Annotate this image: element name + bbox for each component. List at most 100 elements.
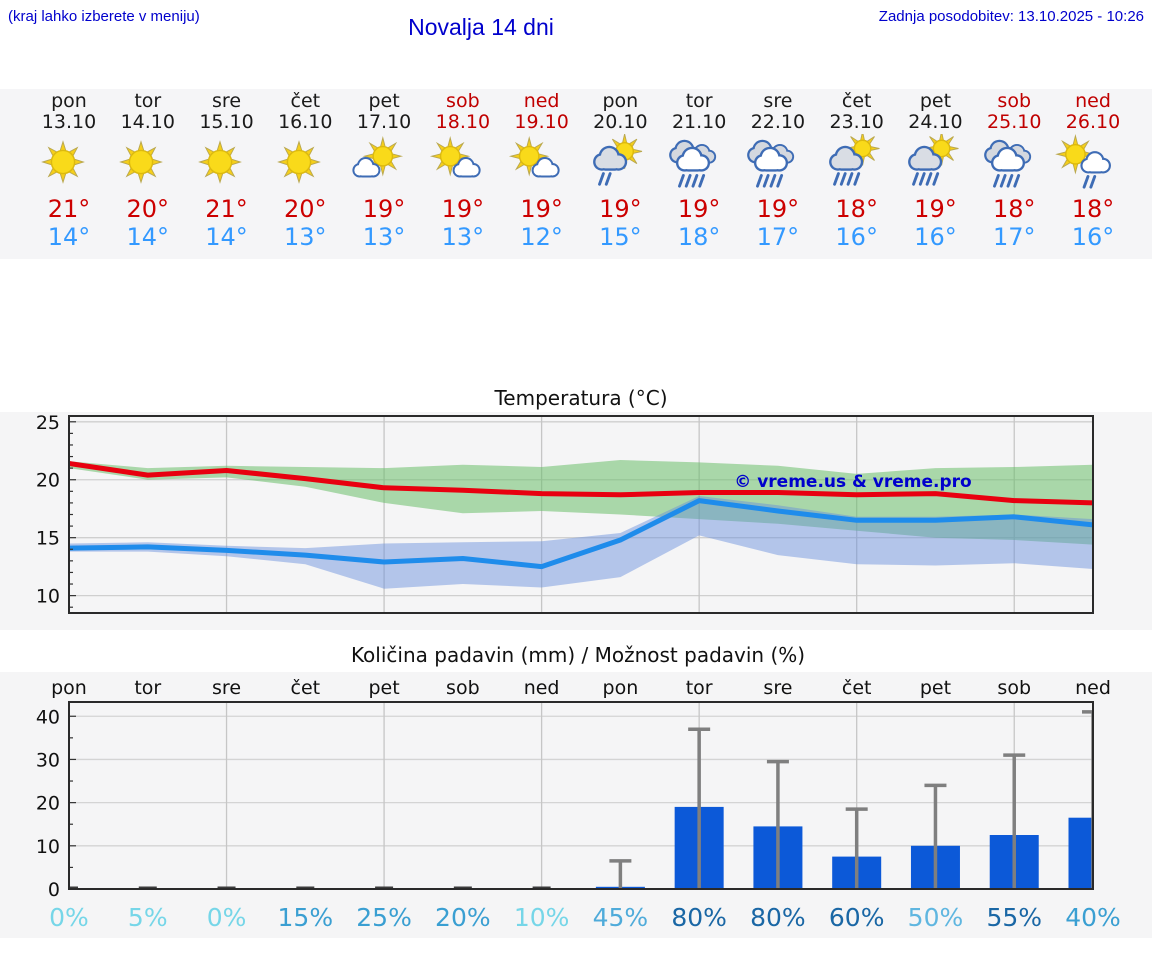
max-temp: 18° bbox=[992, 195, 1036, 223]
day-name: pet bbox=[919, 90, 952, 112]
min-temp: 17° bbox=[756, 223, 800, 251]
precip-day-label: sob bbox=[997, 677, 1031, 699]
precip-day-label: ned bbox=[1075, 677, 1111, 699]
day-date: 20.10 bbox=[593, 111, 648, 133]
precip-probability: 80% bbox=[671, 903, 727, 932]
svg-text:0: 0 bbox=[48, 879, 60, 901]
day-date: 21.10 bbox=[671, 111, 727, 133]
precip-zero-mark bbox=[138, 886, 157, 889]
precip-probability: 0% bbox=[49, 903, 89, 932]
day-name: sre bbox=[212, 90, 242, 112]
sun-rain-2-icon bbox=[581, 134, 660, 192]
precipitation-chart-title: Količina padavin (mm) / Možnost padavin … bbox=[350, 643, 806, 667]
day-date: 15.10 bbox=[199, 111, 254, 133]
svg-text:10: 10 bbox=[36, 586, 60, 608]
forecast-day-13.10: pon 13.10 21° 14° bbox=[30, 91, 109, 250]
sun-cloud-icon bbox=[502, 134, 581, 192]
precip-day-label: ned bbox=[524, 677, 560, 699]
precip-day-label: pon bbox=[51, 677, 87, 699]
day-name: pon bbox=[51, 90, 87, 112]
min-temp: 18° bbox=[677, 223, 721, 251]
forecast-day-17.10: pet 17.10 19° 13° bbox=[345, 91, 424, 250]
min-temp: 17° bbox=[992, 223, 1036, 251]
rain-icon bbox=[975, 134, 1054, 192]
precip-probability: 80% bbox=[750, 903, 806, 932]
day-date: 26.10 bbox=[1065, 111, 1121, 133]
min-temp: 13° bbox=[284, 223, 327, 251]
precip-zero-mark bbox=[296, 886, 315, 889]
precip-probability: 5% bbox=[128, 903, 168, 932]
day-name: čet bbox=[841, 90, 872, 112]
precip-day-label: pet bbox=[368, 677, 399, 699]
precipitation-chart: pon tor sre čet pet sob ned pon tor sre čet pet sob n… bbox=[36, 677, 1121, 932]
svg-text:15: 15 bbox=[36, 528, 60, 550]
forecast-day-15.10: sre 15.10 21° 14° bbox=[187, 91, 266, 250]
svg-text:10: 10 bbox=[36, 836, 60, 858]
sun-icon bbox=[30, 134, 109, 192]
min-temp: 14° bbox=[47, 223, 91, 251]
last-update: Zadnja posodobitev: 13.10.2025 - 10:26 bbox=[878, 8, 1144, 25]
day-name: sob bbox=[446, 90, 480, 112]
max-temp: 19° bbox=[677, 195, 721, 223]
sun-icon bbox=[187, 134, 266, 192]
rain-icon bbox=[660, 134, 739, 192]
day-name: ned bbox=[523, 90, 560, 112]
temperature-chart-title: Temperatura (°C) bbox=[494, 386, 668, 410]
precip-day-label: čet bbox=[291, 677, 321, 699]
precip-probability: 50% bbox=[908, 903, 964, 932]
day-name: ned bbox=[1075, 90, 1111, 112]
max-temp: 19° bbox=[756, 195, 800, 223]
precip-day-label: tor bbox=[686, 677, 713, 699]
forecast-day-18.10: sob 18.10 19° 13° bbox=[423, 91, 502, 250]
day-name: tor bbox=[134, 90, 162, 112]
day-name: tor bbox=[685, 90, 713, 112]
precip-probability: 0% bbox=[207, 903, 247, 932]
precip-zero-mark bbox=[217, 886, 236, 889]
precip-probability: 55% bbox=[986, 903, 1042, 932]
precip-day-label: pon bbox=[603, 677, 639, 699]
precip-day-label: čet bbox=[842, 677, 872, 699]
min-temp: 14° bbox=[126, 223, 170, 251]
max-temp: 19° bbox=[362, 195, 406, 223]
day-date: 24.10 bbox=[908, 111, 963, 133]
location-menu-note: (kraj lahko izberete v meniju) bbox=[8, 8, 200, 25]
day-name: sre bbox=[763, 90, 793, 112]
precip-zero-mark bbox=[69, 886, 78, 889]
min-temp: 16° bbox=[914, 223, 957, 251]
min-temp: 14° bbox=[205, 223, 248, 251]
temperature-chart: 10 15 20 25 © vreme.us & vreme.pro bbox=[36, 412, 1094, 614]
day-date: 16.10 bbox=[278, 111, 333, 133]
sun-icon bbox=[108, 134, 187, 192]
precip-zero-mark bbox=[375, 886, 394, 889]
max-temp: 19° bbox=[441, 195, 485, 223]
forecast-day-21.10: tor 21.10 19° 18° bbox=[660, 91, 739, 250]
day-date: 19.10 bbox=[514, 111, 569, 133]
forecast-day-19.10: ned 19.10 19° 12° bbox=[502, 91, 581, 250]
day-date: 22.10 bbox=[750, 111, 806, 133]
forecast-day-25.10: sob 25.10 18° 17° bbox=[975, 91, 1054, 250]
forecast-day-20.10: pon 20.10 19° 15° bbox=[581, 91, 660, 250]
precip-zero-mark bbox=[453, 886, 472, 889]
precip-day-label: sre bbox=[763, 677, 792, 699]
sun-rain-4-icon bbox=[817, 134, 896, 192]
svg-text:20: 20 bbox=[36, 470, 60, 492]
precip-probability: 60% bbox=[829, 903, 885, 932]
sun-cloud-icon bbox=[423, 134, 502, 192]
svg-text:20: 20 bbox=[36, 793, 60, 815]
min-temp: 16° bbox=[1071, 223, 1115, 251]
max-temp: 21° bbox=[47, 195, 91, 223]
precip-probability: 20% bbox=[435, 903, 491, 932]
precip-day-label: sre bbox=[212, 677, 241, 699]
precip-bar bbox=[1068, 817, 1093, 889]
sun-cloud-rain-2-icon bbox=[1054, 134, 1133, 192]
forecast-day-23.10: čet 23.10 18° 16° bbox=[817, 91, 896, 250]
sun-rain-4-icon bbox=[896, 134, 975, 192]
min-temp: 15° bbox=[599, 223, 642, 251]
day-name: pet bbox=[368, 90, 400, 112]
day-name: sob bbox=[997, 90, 1032, 112]
day-name: pon bbox=[602, 90, 639, 112]
precip-probability: 45% bbox=[593, 903, 649, 932]
day-date: 18.10 bbox=[435, 111, 491, 133]
day-name: čet bbox=[290, 90, 321, 112]
